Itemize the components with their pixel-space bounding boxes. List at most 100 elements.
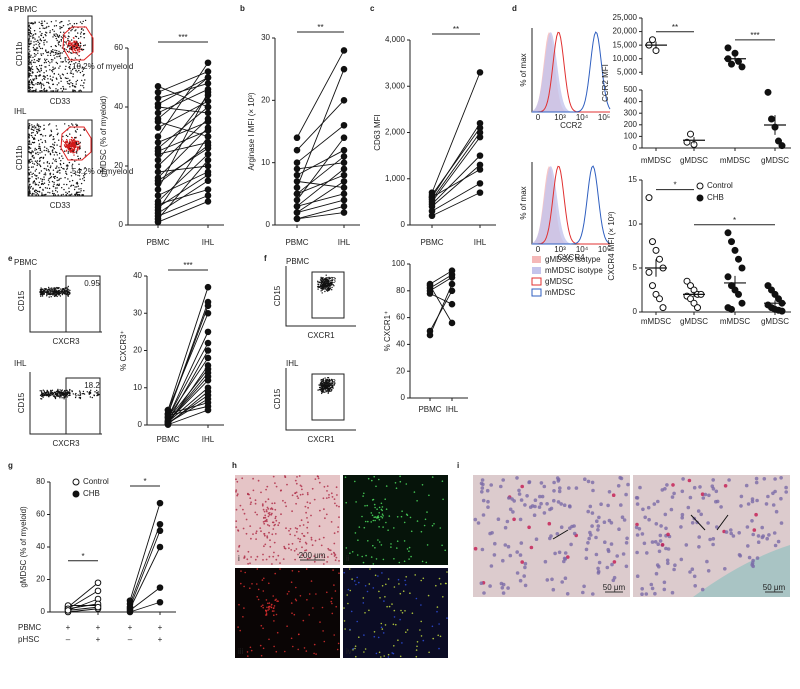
event-dot <box>53 54 55 57</box>
micrograph-cell <box>322 563 325 565</box>
event-dot <box>67 151 70 153</box>
data-point <box>204 171 212 179</box>
micrograph-cell <box>262 647 265 650</box>
micrograph-nucleus <box>586 509 590 514</box>
event-dot <box>39 191 41 193</box>
event-dot <box>65 134 68 137</box>
event-dot <box>93 394 95 396</box>
event-dot <box>53 147 55 150</box>
micrograph-cell <box>372 519 375 522</box>
micrograph-cell <box>384 498 387 501</box>
micrograph-cell <box>285 505 287 508</box>
event-dot <box>40 67 42 70</box>
event-dot <box>70 30 72 32</box>
micrograph-nucleus <box>611 578 616 583</box>
micrograph-nucleus <box>538 494 542 499</box>
micrograph-nucleus <box>545 578 550 582</box>
histogram-curve <box>532 32 610 112</box>
event-dot <box>29 43 31 45</box>
event-dot <box>79 45 82 47</box>
micrograph-cell <box>387 653 390 656</box>
micrograph-cell <box>295 531 298 533</box>
event-dot <box>44 78 46 81</box>
event-dot <box>36 130 38 133</box>
event-dot <box>40 295 42 297</box>
event-dot <box>43 391 45 393</box>
event-dot <box>41 156 43 159</box>
event-dot <box>34 147 36 150</box>
event-dot <box>52 68 54 71</box>
micrograph-cell <box>263 510 266 513</box>
micrograph-cell <box>249 646 252 649</box>
event-dot <box>52 76 54 78</box>
event-dot <box>72 124 74 126</box>
micrograph-nucleus <box>473 517 478 522</box>
y-tick-label: 100 <box>392 259 406 268</box>
event-dot <box>36 128 38 130</box>
micrograph-nucleus <box>616 484 621 488</box>
event-dot <box>63 396 65 399</box>
event-dot <box>28 84 30 86</box>
micrograph-cell <box>399 618 401 621</box>
micrograph-cell <box>286 483 288 486</box>
event-dot <box>43 194 45 196</box>
event-dot <box>321 289 323 291</box>
event-dot <box>51 69 53 72</box>
event-dot <box>71 68 74 71</box>
event-dot <box>77 394 79 396</box>
x-axis-label: CXCR3 <box>52 439 80 448</box>
event-dot <box>333 285 335 287</box>
data-point <box>735 255 742 263</box>
event-dot <box>62 157 64 160</box>
y-axis-label: CD15 <box>273 388 282 409</box>
micrograph-nucleus <box>479 581 484 585</box>
micrograph-cell <box>395 623 397 626</box>
micrograph-cell <box>400 515 403 518</box>
micrograph-nucleus <box>489 483 494 487</box>
event-dot <box>54 397 57 400</box>
micrograph-cell <box>274 508 277 511</box>
event-dot <box>44 174 47 176</box>
event-dot <box>28 53 30 55</box>
event-dot <box>56 165 58 167</box>
event-dot <box>30 153 32 155</box>
micrograph-nucleus <box>750 519 754 523</box>
micrograph-cell <box>303 647 306 649</box>
event-dot <box>52 287 54 289</box>
event-dot <box>35 40 37 43</box>
event-dot <box>76 140 78 142</box>
panel-letter: g <box>8 461 13 470</box>
micrograph-cell <box>362 495 364 497</box>
micrograph-cell <box>241 477 244 480</box>
micrograph-nucleus <box>486 505 490 510</box>
event-dot <box>71 184 73 186</box>
micrograph-cell <box>245 518 248 521</box>
event-dot <box>41 151 43 153</box>
event-dot <box>41 290 43 292</box>
event-dot <box>39 27 41 30</box>
data-point <box>724 229 732 237</box>
micrograph-cell <box>356 576 359 579</box>
event-dot <box>28 31 30 34</box>
micrograph-cell <box>381 628 384 630</box>
micrograph-cell <box>415 649 418 651</box>
micrograph-nucleus <box>542 484 547 489</box>
micrograph-nucleus <box>738 554 743 558</box>
micrograph-nucleus <box>626 482 630 487</box>
micrograph-nucleus <box>650 586 655 591</box>
micrograph-cell <box>440 583 442 585</box>
micrograph-cell <box>260 491 262 494</box>
event-dot <box>37 129 39 131</box>
micrograph-nucleus <box>688 495 693 500</box>
data-point <box>448 274 456 281</box>
event-dot <box>29 187 32 189</box>
event-dot <box>65 77 68 80</box>
data-point <box>204 328 212 336</box>
data-point <box>340 190 348 198</box>
micrograph-cell <box>266 536 269 539</box>
micrograph-cell <box>404 579 406 582</box>
micrograph-cell <box>400 609 402 612</box>
event-dot <box>72 73 75 75</box>
event-dot <box>320 283 322 285</box>
event-dot <box>321 388 323 390</box>
